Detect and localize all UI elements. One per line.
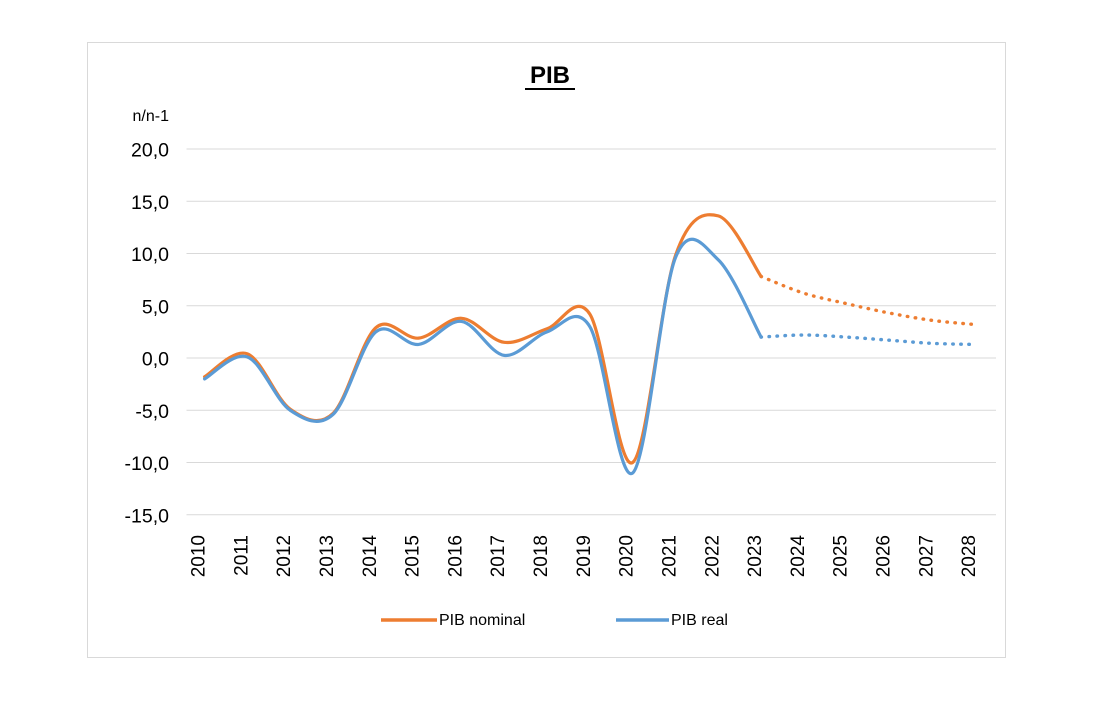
svg-text:2025: 2025 bbox=[831, 535, 852, 577]
svg-text:2012: 2012 bbox=[274, 535, 295, 577]
svg-text:2019: 2019 bbox=[574, 535, 595, 577]
svg-text:20,0: 20,0 bbox=[131, 140, 169, 162]
svg-text:2016: 2016 bbox=[445, 535, 466, 577]
svg-text:PIB nominal: PIB nominal bbox=[439, 612, 525, 629]
svg-text:-15,0: -15,0 bbox=[125, 505, 170, 527]
svg-text:-5,0: -5,0 bbox=[135, 401, 169, 423]
svg-text:5,0: 5,0 bbox=[142, 296, 169, 318]
svg-text:2015: 2015 bbox=[403, 535, 424, 577]
svg-text:-10,0: -10,0 bbox=[125, 453, 170, 475]
svg-text:2028: 2028 bbox=[959, 535, 980, 577]
svg-text:2021: 2021 bbox=[659, 535, 680, 577]
svg-text:n/n-1: n/n-1 bbox=[133, 108, 170, 125]
svg-text:2026: 2026 bbox=[873, 535, 894, 577]
svg-text:2027: 2027 bbox=[916, 535, 937, 577]
svg-text:2022: 2022 bbox=[702, 535, 723, 577]
svg-text:2023: 2023 bbox=[745, 535, 766, 577]
svg-text:0,0: 0,0 bbox=[142, 349, 169, 371]
svg-text:10,0: 10,0 bbox=[131, 244, 169, 266]
svg-text:2018: 2018 bbox=[531, 535, 552, 577]
svg-text:15,0: 15,0 bbox=[131, 192, 169, 214]
svg-text:2020: 2020 bbox=[617, 535, 638, 577]
svg-text:2014: 2014 bbox=[360, 535, 381, 578]
svg-text:2010: 2010 bbox=[189, 535, 210, 577]
svg-text:2017: 2017 bbox=[488, 535, 509, 577]
svg-text:PIB real: PIB real bbox=[671, 612, 728, 629]
svg-text:2024: 2024 bbox=[788, 535, 809, 578]
svg-text:2011: 2011 bbox=[231, 535, 252, 576]
svg-text:2013: 2013 bbox=[317, 535, 338, 577]
svg-text:PIB: PIB bbox=[530, 62, 570, 89]
